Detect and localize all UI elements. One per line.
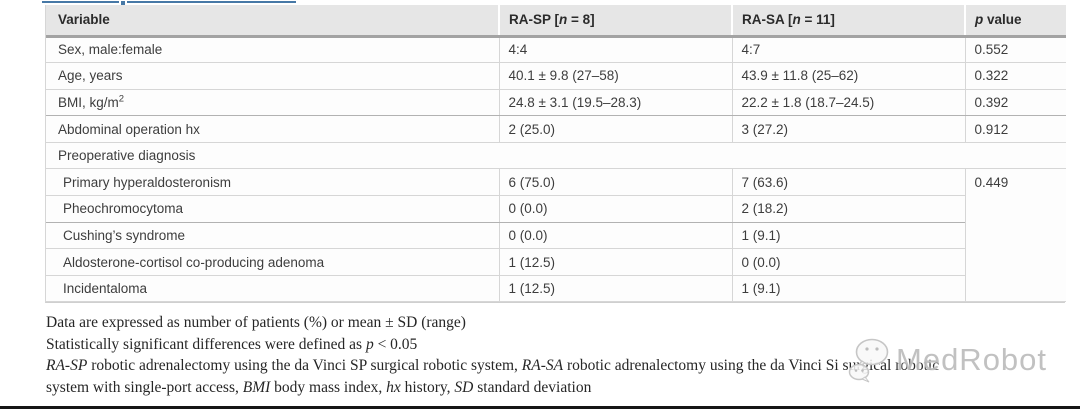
footnote-significance: Statistically significant differences we…	[46, 334, 1058, 356]
cell-ra-sp: 40.1 ± 9.8 (27–58)	[498, 62, 732, 90]
cell-ra-sp: 2 (25.0)	[498, 115, 732, 143]
cell-variable: Aldosterone-cortisol co-producing adenom…	[46, 248, 499, 276]
column-header-ra-sa: RA-SA [n = 11]	[731, 5, 965, 38]
column-header-p-value: p value	[964, 5, 1066, 38]
cell-p-value: 0.392	[964, 89, 1066, 117]
footnote-italic: RA-SA	[521, 357, 564, 374]
table-row-aldosterone-cortisol-adenoma: Aldosterone-cortisol co-producing adenom…	[46, 248, 1066, 276]
cell-ra-sp: 1 (12.5)	[498, 275, 732, 303]
cell-ra-sp: 0 (0.0)	[498, 195, 732, 223]
footnote-text: standard deviation	[473, 378, 592, 396]
cell-variable: Sex, male:female	[46, 36, 499, 64]
cell-variable: Cushing’s syndrome	[46, 222, 499, 250]
cell-ra-sp: 1 (12.5)	[498, 248, 732, 276]
footnote-text: history,	[400, 378, 455, 396]
cell-ra-sa: 1 (9.1)	[731, 275, 965, 303]
bottom-divider	[0, 406, 1080, 409]
footnote-abbreviations-line1: RA-SP robotic adrenalectomy using the da…	[46, 355, 1058, 377]
bmi-superscript: 2	[118, 93, 125, 105]
cell-ra-sa: 2 (18.2)	[731, 195, 965, 223]
cell-ra-sa: 0 (0.0)	[731, 248, 965, 276]
cell-ra-sp: 4:4	[498, 36, 732, 64]
table-section-row-preoperative-diagnosis: Preoperative diagnosis	[46, 142, 1066, 170]
link-underline-segment	[127, 1, 296, 3]
table-row-incidentaloma: Incidentaloma 1 (12.5) 1 (9.1)	[46, 275, 1066, 303]
footnote-data-expression: Data are expressed as number of patients…	[46, 314, 466, 331]
wechat-icon	[848, 338, 889, 383]
footnote-text: robotic adrenalectomy using the da Vinci…	[87, 357, 522, 374]
cell-p-value-merged: 0.449	[964, 168, 1066, 303]
cell-ra-sa: 7 (63.6)	[731, 168, 965, 197]
footnote-abbreviations-line2: system with single-port access, BMI body…	[46, 377, 1058, 399]
column-header-ra-sp: RA-SP [n = 8]	[498, 5, 732, 38]
footnote-italic: p	[365, 335, 374, 353]
footnote-text: robotic adrenalectomy using the da Vinci…	[563, 357, 940, 374]
cell-p-value: 0.912	[964, 115, 1066, 143]
cell-ra-sa: 1 (9.1)	[731, 222, 965, 250]
table-row-age: Age, years 40.1 ± 9.8 (27–58) 43.9 ± 11.…	[46, 62, 1066, 90]
table-row-pheochromocytoma: Pheochromocytoma 0 (0.0) 2 (18.2)	[46, 195, 1066, 223]
cell-p-value: 0.552	[964, 36, 1066, 64]
header-label-italic: n	[792, 12, 801, 28]
footnote-text: < 0.05	[373, 335, 418, 353]
table-footnotes: Data are expressed as number of patients…	[46, 312, 1058, 398]
header-label-italic: n	[559, 12, 568, 28]
patient-characteristics-table: Variable RA-SP [n = 8] RA-SA [n = 11] p …	[45, 5, 1066, 304]
cell-ra-sa: 3 (27.2)	[731, 115, 965, 143]
header-label: Variable	[58, 12, 110, 28]
footnote-text: system with single-port access,	[46, 378, 243, 396]
cell-variable: Pheochromocytoma	[46, 195, 499, 223]
cell-ra-sp: 24.8 ± 3.1 (19.5–28.3)	[498, 89, 732, 117]
header-label-italic: p	[975, 12, 984, 28]
cell-ra-sp: 0 (0.0)	[498, 222, 732, 250]
table-row-cushings-syndrome: Cushing’s syndrome 0 (0.0) 1 (9.1)	[46, 222, 1066, 250]
cell-variable: Incidentaloma	[46, 275, 499, 303]
footnote-italic: SD	[454, 378, 474, 396]
cell-variable: Abdominal operation hx	[46, 115, 499, 143]
footnote-text: body mass index,	[270, 378, 387, 396]
section-label: Preoperative diagnosis	[46, 142, 1066, 170]
table-row-sex: Sex, male:female 4:4 4:7 0.552	[46, 36, 1066, 64]
bmi-label: BMI, kg/m	[58, 94, 119, 110]
watermark-label: MedRobot	[896, 342, 1048, 377]
table-row-primary-hyperaldosteronism: Primary hyperaldosteronism 6 (75.0) 7 (6…	[46, 168, 1066, 303]
table-row-bmi: BMI, kg/m2 24.8 ± 3.1 (19.5–28.3) 22.2 ±…	[46, 89, 1066, 117]
cell-ra-sa: 4:7	[731, 36, 965, 64]
header-label: = 11]	[800, 12, 835, 28]
cell-variable: Primary hyperaldosteronism	[46, 168, 499, 197]
link-underline-descender	[121, 1, 125, 6]
table-row-abdominal-hx: Abdominal operation hx 2 (25.0) 3 (27.2)…	[46, 115, 1066, 143]
cell-variable: Age, years	[46, 62, 499, 90]
cell-ra-sp: 6 (75.0)	[498, 168, 732, 197]
cell-variable: BMI, kg/m2	[46, 89, 499, 117]
footnote-italic: RA-SP	[46, 357, 88, 374]
cell-p-value: 0.322	[964, 62, 1066, 90]
medrobot-watermark: MedRobot	[846, 336, 1047, 384]
column-header-variable: Variable	[46, 5, 499, 38]
header-label: RA-SP [	[509, 12, 560, 28]
cell-ra-sa: 22.2 ± 1.8 (18.7–24.5)	[731, 89, 965, 117]
header-label: value	[983, 12, 1022, 28]
header-label: = 8]	[567, 12, 595, 28]
header-label: RA-SA [	[742, 12, 793, 28]
table-header-row: Variable RA-SP [n = 8] RA-SA [n = 11] p …	[46, 5, 1066, 38]
footnote-italic: BMI	[242, 378, 271, 396]
footnote-italic: hx	[386, 378, 401, 396]
footnote-text: Statistically significant differences we…	[46, 335, 366, 353]
link-underline-segment	[42, 1, 119, 3]
cell-ra-sa: 43.9 ± 11.8 (25–62)	[731, 62, 965, 90]
